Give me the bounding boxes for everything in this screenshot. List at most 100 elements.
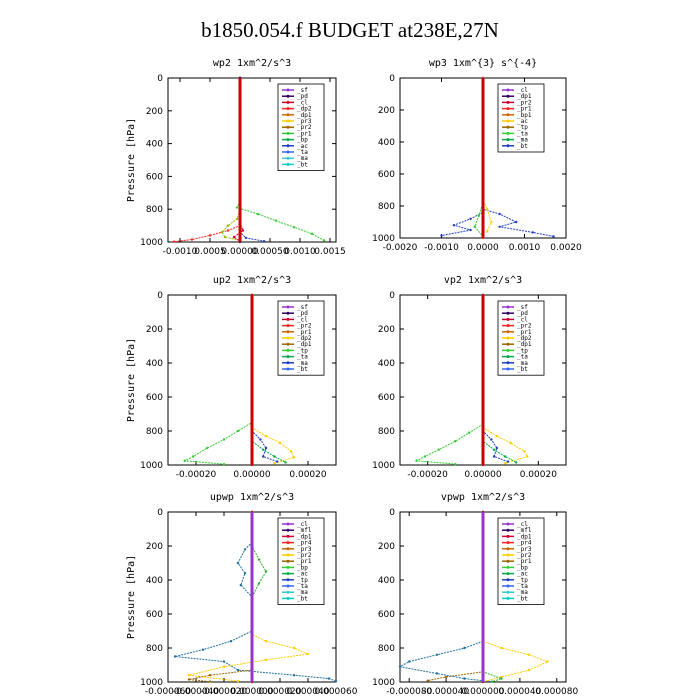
legend-label: _dp2 xyxy=(517,335,532,342)
y-tick-label: 600 xyxy=(378,170,395,180)
y-tick-label: 800 xyxy=(378,427,395,437)
data-point xyxy=(208,674,212,677)
legend-label: _bp xyxy=(517,564,528,571)
data-point xyxy=(206,446,209,450)
x-tick-label: -0.000040 xyxy=(423,687,469,697)
y-tick-label: 600 xyxy=(146,393,163,403)
data-point xyxy=(274,219,278,222)
legend-marker xyxy=(286,534,290,538)
data-point xyxy=(222,660,226,663)
legend-label: _ac xyxy=(517,571,528,578)
data-point xyxy=(220,230,224,234)
legend-label: _dp1 xyxy=(517,341,532,348)
data-point xyxy=(503,455,507,458)
x-tick-label: 0.0010 xyxy=(284,247,316,257)
legend-marker xyxy=(286,584,290,588)
chart-title: wp2 1xm^2/s^3 xyxy=(213,58,291,69)
data-point xyxy=(454,440,457,443)
data-point xyxy=(264,446,268,450)
data-point xyxy=(208,680,212,683)
data-point xyxy=(190,238,194,241)
data-point xyxy=(222,665,226,668)
legend-label: _pr4 xyxy=(297,540,312,547)
data-point xyxy=(173,655,177,658)
data-point xyxy=(187,674,191,677)
x-tick-label: 0.000000 xyxy=(231,687,274,697)
data-point xyxy=(498,225,501,228)
legend-marker xyxy=(286,113,290,117)
series-line xyxy=(482,295,509,463)
data-point xyxy=(292,646,296,650)
data-point xyxy=(222,438,226,441)
data-point xyxy=(236,679,240,683)
legend-marker xyxy=(506,522,510,526)
x-tick-label: 0.00000 xyxy=(464,470,501,480)
legend-label: _cl xyxy=(517,521,528,528)
data-point xyxy=(278,441,282,445)
legend-label: _ma xyxy=(517,360,528,367)
y-tick-label: 0 xyxy=(157,74,163,84)
legend-label: _pr1 xyxy=(297,329,312,336)
y-tick-label: 0 xyxy=(389,74,395,84)
legend-label: _bt xyxy=(517,366,528,373)
y-tick-label: 400 xyxy=(378,359,395,369)
legend-label: _ta xyxy=(297,354,308,361)
legend-marker xyxy=(506,113,510,117)
legend-label: _bp xyxy=(297,137,308,144)
legend-marker xyxy=(506,107,510,111)
data-point xyxy=(223,235,227,239)
data-point xyxy=(492,455,496,458)
legend-marker xyxy=(506,565,510,569)
legend-marker xyxy=(286,100,290,104)
x-tick-label: 0.000040 xyxy=(498,687,541,697)
legend-label: _dp1 xyxy=(297,112,312,119)
data-point xyxy=(235,206,239,209)
y-tick-label: 1000 xyxy=(140,238,163,248)
legend-marker xyxy=(286,125,290,129)
y-tick-label: 600 xyxy=(378,610,395,620)
legend-label: _pr3 xyxy=(517,546,532,553)
data-point xyxy=(172,240,176,243)
y-tick-label: 200 xyxy=(146,542,163,552)
data-point xyxy=(239,583,242,587)
legend-marker xyxy=(286,522,290,526)
data-point xyxy=(500,677,503,680)
series-line xyxy=(482,512,549,683)
plot-frame xyxy=(167,77,337,243)
legend-label: _tp xyxy=(517,124,528,131)
data-point xyxy=(292,674,296,677)
data-point xyxy=(515,220,518,224)
legend-label: _pr1 xyxy=(297,558,312,565)
data-point xyxy=(527,668,531,672)
legend-label: _pr4 xyxy=(517,540,532,547)
data-point xyxy=(546,660,549,663)
data-point xyxy=(527,653,531,656)
legend-label: _ta xyxy=(297,149,308,156)
legend-marker xyxy=(506,138,510,142)
legend-label: _pr2 xyxy=(297,323,312,330)
legend-marker xyxy=(286,342,290,346)
data-point xyxy=(264,570,268,573)
x-tick-label: 0.0015 xyxy=(314,247,346,257)
data-point xyxy=(469,228,472,232)
data-point xyxy=(273,462,276,465)
x-tick-label: 0.00000 xyxy=(233,470,270,480)
legend-marker xyxy=(506,336,510,340)
legend-label: _tp xyxy=(297,577,308,584)
y-tick-label: 200 xyxy=(146,325,163,335)
data-point xyxy=(437,448,440,451)
y-tick-label: 800 xyxy=(378,644,395,654)
legend-marker xyxy=(286,138,290,142)
legend-marker xyxy=(506,324,510,328)
data-point xyxy=(444,675,448,679)
series-line xyxy=(188,512,253,683)
data-point xyxy=(264,434,268,438)
data-point xyxy=(327,677,331,680)
data-point xyxy=(334,679,338,683)
legend-label: _pd xyxy=(517,310,528,317)
data-point xyxy=(236,668,240,672)
legend-label: _pr3 xyxy=(297,118,312,125)
data-point xyxy=(262,239,266,243)
legend-label: _pr1 xyxy=(517,329,532,336)
legend-marker xyxy=(506,534,510,538)
